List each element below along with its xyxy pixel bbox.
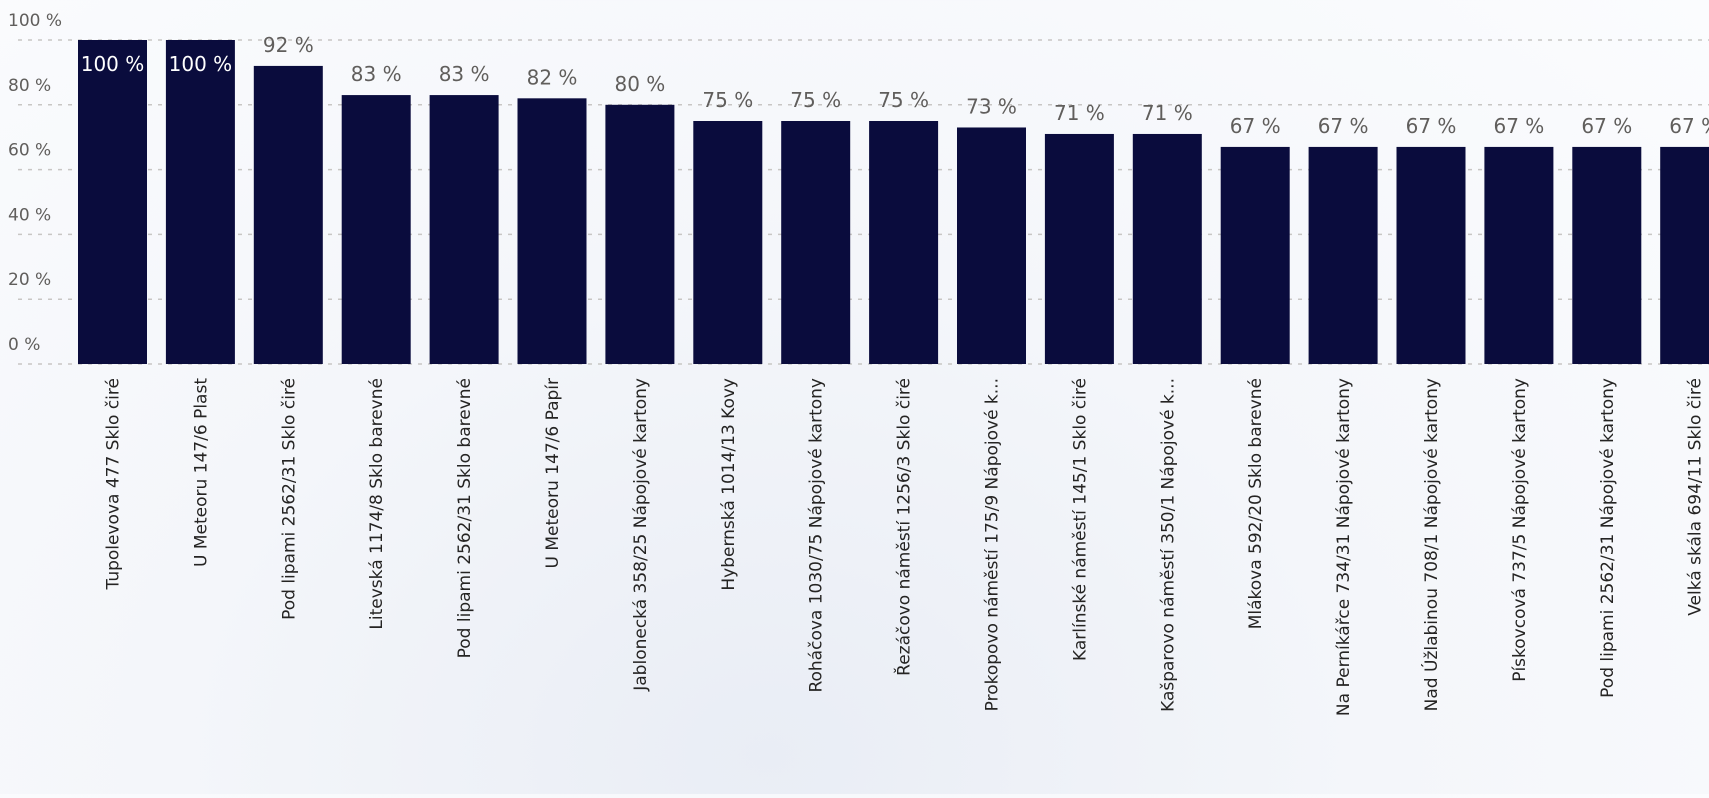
category-label: Litevská 1174/8 Sklo barevné	[367, 378, 387, 630]
data-label: 75 %	[790, 88, 841, 112]
y-tick-label: 40 %	[8, 205, 51, 225]
y-axis: 0 % 20 % 40 % 60 % 80 % 100 %	[8, 11, 62, 355]
data-label: 100 %	[169, 52, 233, 76]
data-label: 71 %	[1054, 101, 1105, 125]
data-label: 83 %	[439, 62, 490, 86]
data-label: 83 %	[351, 62, 402, 86]
bar[interactable]	[1132, 133, 1202, 364]
data-label: 67 %	[1493, 114, 1544, 138]
data-label: 67 %	[1230, 114, 1281, 138]
data-label: 67 %	[1669, 114, 1709, 138]
bar[interactable]	[1220, 146, 1290, 364]
bar[interactable]	[1396, 146, 1466, 364]
bar[interactable]	[605, 104, 675, 365]
y-tick-label: 0 %	[8, 335, 40, 355]
category-label: U Meteoru 147/6 Plast	[191, 378, 211, 567]
bar[interactable]	[1484, 146, 1554, 364]
category-label: Tupolevova 477 Sklo čiré	[104, 378, 124, 590]
category-label: Kašparovo náměstí 350/1 Nápojové k...	[1158, 378, 1178, 712]
bar[interactable]	[253, 65, 323, 365]
data-label: 75 %	[702, 88, 753, 112]
category-label: Velká skála 694/11 Sklo čiré	[1686, 378, 1706, 616]
data-label: 73 %	[966, 94, 1017, 118]
bar[interactable]	[693, 121, 763, 364]
category-label: Řezáčovo náměstí 1256/3 Sklo čiré	[893, 378, 915, 676]
y-tick-label: 80 %	[8, 76, 51, 96]
bar[interactable]	[781, 121, 851, 364]
bar[interactable]	[429, 95, 499, 364]
category-label: Hybernská 1014/13 Kovy	[719, 378, 739, 591]
bar[interactable]	[1572, 146, 1642, 364]
bar[interactable]	[165, 40, 235, 364]
x-axis: Tupolevova 477 Sklo čiré U Meteoru 147/6 …	[104, 378, 1706, 716]
y-tick-label: 100 %	[8, 11, 62, 31]
data-label: 92 %	[263, 33, 314, 57]
category-label: Na Perníkářce 734/31 Nápojové kartony	[1334, 378, 1354, 716]
data-label: 71 %	[1142, 101, 1193, 125]
category-label: Jablonecká 358/25 Nápojové kartony	[631, 378, 651, 692]
bar[interactable]	[78, 40, 147, 364]
data-label: 67 %	[1406, 114, 1457, 138]
bar[interactable]	[1660, 146, 1709, 364]
bar[interactable]	[1308, 146, 1378, 364]
category-label: Pod lipami 2562/31 Nápojové kartony	[1598, 378, 1618, 698]
data-labels: 100 % 100 % 92 % 83 % 83 % 82 % 80 % 75 % 75 % 75…	[81, 33, 1709, 138]
bar[interactable]	[341, 95, 411, 364]
data-label: 75 %	[878, 88, 929, 112]
category-label: Mlákova 592/20 Sklo barevné	[1246, 378, 1266, 629]
y-tick-label: 20 %	[8, 270, 51, 290]
bar[interactable]	[957, 127, 1026, 364]
bar[interactable]	[869, 121, 939, 364]
data-label: 82 %	[527, 65, 578, 89]
bar[interactable]	[517, 98, 587, 364]
category-label: Prokopovo náměstí 175/9 Nápojové k...	[983, 378, 1003, 711]
category-label: Nad Úžlabinou 708/1 Nápojové kartony	[1420, 378, 1442, 711]
data-label: 67 %	[1581, 114, 1632, 138]
category-label: Pod lipami 2562/31 Sklo čiré	[279, 378, 299, 620]
category-label: Roháčova 1030/75 Nápojové kartony	[807, 378, 827, 693]
bar[interactable]	[1044, 133, 1114, 364]
data-label: 67 %	[1318, 114, 1369, 138]
category-label: U Meteoru 147/6 Papír	[543, 378, 563, 568]
data-label: 100 %	[81, 52, 145, 76]
y-tick-label: 60 %	[8, 141, 51, 161]
category-label: Pod lipami 2562/31 Sklo barevné	[455, 378, 475, 658]
data-label: 80 %	[614, 72, 665, 96]
category-label: Pískovcová 737/5 Nápojové kartony	[1510, 378, 1530, 682]
category-label: Karlínské náměstí 145/1 Sklo čiré	[1070, 378, 1090, 661]
bars	[78, 40, 1709, 365]
